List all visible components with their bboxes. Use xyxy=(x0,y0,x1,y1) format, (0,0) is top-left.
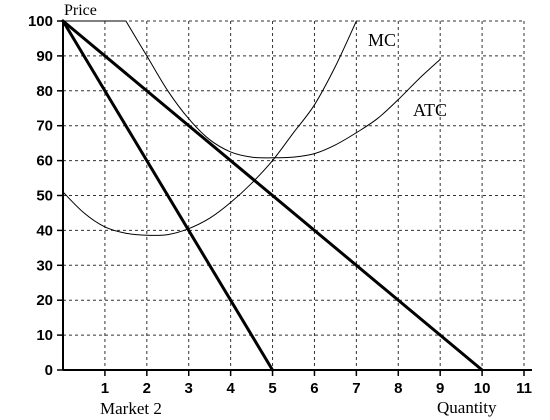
x-axis-label: Quantity xyxy=(437,398,497,417)
demand-line xyxy=(61,19,484,372)
grid-lines xyxy=(63,20,525,370)
tick-labels: 1 2 3 4 5 6 7 8 9 10 11 0 10 20 30 40 50 60 70 80 90 100 xyxy=(28,13,532,397)
y-tick-label: 10 xyxy=(36,327,53,344)
atc-label: ATC xyxy=(413,100,447,120)
chart-caption: Market 2 xyxy=(100,399,162,418)
y-tick-label: 60 xyxy=(36,153,53,170)
x-tick-label: 3 xyxy=(185,380,193,397)
y-tick-label: 0 xyxy=(45,362,53,379)
x-tick-label: 2 xyxy=(143,380,151,397)
y-tick-label: 90 xyxy=(36,48,53,65)
x-tick-label: 7 xyxy=(352,380,360,397)
x-tick-label: 4 xyxy=(226,380,235,397)
y-axis-label: Price xyxy=(64,2,97,19)
x-tick-label: 1 xyxy=(101,380,109,397)
x-tick-label: 9 xyxy=(436,380,444,397)
x-tick-label: 6 xyxy=(310,380,318,397)
mc-label: MC xyxy=(368,30,396,50)
y-tick-label: 30 xyxy=(36,257,53,274)
x-tick-label: 11 xyxy=(516,380,532,397)
y-tick-label: 80 xyxy=(36,83,53,100)
y-tick-label: 70 xyxy=(36,118,53,135)
average-total-cost-curve xyxy=(125,20,441,159)
marginal-cost-curve xyxy=(62,20,357,236)
curves xyxy=(61,19,484,372)
y-tick-label: 50 xyxy=(36,188,53,205)
y-tick-label: 20 xyxy=(36,292,53,309)
x-tick-label: 8 xyxy=(394,380,402,397)
x-tick-label: 5 xyxy=(268,380,276,397)
y-tick-label: 100 xyxy=(28,13,53,30)
y-tick-label: 40 xyxy=(36,222,53,239)
marginal-revenue-line xyxy=(61,19,274,372)
x-tick-label: 10 xyxy=(474,380,491,397)
